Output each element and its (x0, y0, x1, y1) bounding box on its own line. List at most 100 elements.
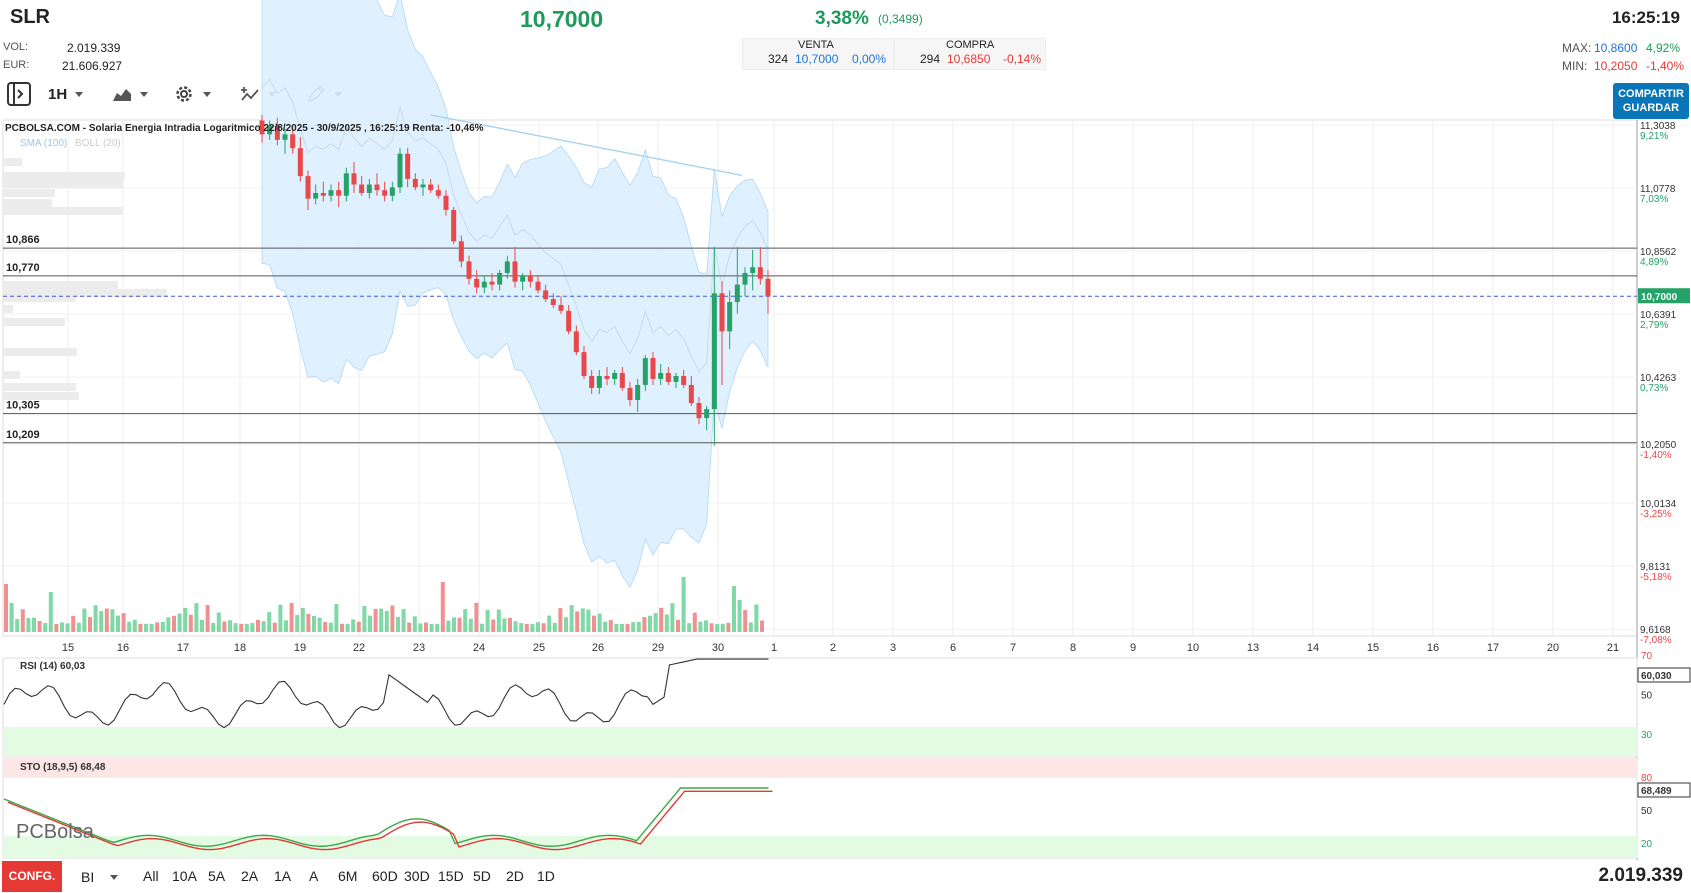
sidebar-toggle-button[interactable] (6, 80, 32, 108)
share-label: COMPARTIR (1618, 88, 1684, 100)
volume-bar (580, 608, 585, 632)
timeframe-10a[interactable]: 10A (172, 868, 197, 884)
candle-body (573, 331, 579, 353)
candle-body (765, 278, 771, 297)
volume-bar (480, 623, 484, 632)
timeframe-60d[interactable]: 60D (372, 868, 398, 884)
volume-bar (312, 615, 316, 632)
volume-bar (222, 621, 227, 632)
settings-dropdown[interactable] (173, 80, 211, 108)
volume-bar (328, 622, 333, 632)
x-tick-label: 20 (1547, 642, 1559, 654)
volume-profile-bar (3, 289, 167, 297)
candle-body (711, 293, 717, 410)
volume-bar (418, 623, 423, 632)
volume-profile-bar (3, 318, 65, 326)
volume-bar (569, 605, 574, 632)
candle-body (497, 272, 503, 285)
candle-body (665, 372, 671, 382)
candle-body (481, 281, 487, 288)
volume-bar (166, 617, 171, 632)
timeframe-30d[interactable]: 30D (404, 868, 430, 884)
volume-bar (513, 621, 518, 632)
volume-bar (99, 611, 104, 632)
volume-bar (4, 584, 8, 632)
y-tick-price-label: 11,3038 (1640, 121, 1676, 132)
volume-profile-bar (3, 371, 20, 379)
x-tick-label: 29 (652, 642, 664, 654)
timeframe-5a[interactable]: 5A (208, 868, 226, 884)
chart-type-dropdown[interactable] (112, 80, 148, 108)
candle-body (420, 184, 426, 188)
volume-bar (687, 623, 692, 632)
timeframe-2a[interactable]: 2A (241, 868, 259, 884)
volume-bar (250, 623, 255, 632)
compra-price: 10,6850 (947, 52, 991, 66)
volume-bar (93, 605, 98, 632)
volume-bar (429, 623, 434, 632)
timeframe-1a[interactable]: 1A (274, 868, 292, 884)
candle-body (742, 272, 748, 285)
level-label: 10,209 (6, 429, 40, 441)
level-label: 10,866 (6, 234, 40, 246)
sto-level-label: 80 (1641, 773, 1653, 784)
venta-qty: 324 (768, 52, 789, 66)
timeframe-2d[interactable]: 2D (506, 868, 524, 884)
volume-bar (396, 616, 400, 632)
bi-dropdown[interactable]: BI (81, 866, 119, 888)
volume-bar (452, 617, 456, 632)
timeframe-6m[interactable]: 6M (338, 868, 358, 884)
volume-bar (625, 623, 630, 632)
candle-body (282, 134, 288, 140)
timeframe-15d[interactable]: 15D (438, 868, 464, 884)
max-label: MAX: (1562, 41, 1592, 55)
sto-value-tag-label: 68,489 (1641, 786, 1672, 797)
volume-bar (48, 592, 53, 632)
y-tick-price-label: 10,8562 (1640, 247, 1677, 258)
candle-body (688, 384, 694, 403)
volume-bar (603, 621, 608, 632)
last-update-time: 16:25:19 (1611, 8, 1680, 27)
last-price: 10,7000 (520, 6, 604, 32)
y-tick-pct-label: -3,25% (1640, 509, 1672, 520)
volume-bar (183, 607, 188, 632)
venta-price: 10,7000 (795, 52, 839, 66)
min-value: 10,2050 (1594, 59, 1638, 73)
candle-body (405, 153, 411, 179)
volume-bar (519, 623, 524, 632)
timeframe-a[interactable]: A (309, 868, 319, 884)
config-button[interactable]: CONFG. (2, 861, 62, 892)
volume-bar (541, 623, 546, 632)
candle-body (681, 375, 687, 385)
interval-dropdown[interactable]: 1H (48, 80, 84, 108)
volume-bar (205, 605, 210, 632)
timeframe-1d[interactable]: 1D (537, 868, 555, 884)
x-tick-label: 9 (1130, 642, 1136, 654)
venta-pct: 0,00% (852, 52, 887, 66)
candle-body (558, 304, 564, 311)
volume-bar (54, 623, 59, 632)
volume-bar (76, 622, 81, 632)
rsi-label: RSI (14) 60,03 (20, 661, 85, 672)
candle-body (535, 281, 541, 291)
y-tick-pct-label: 9,21% (1640, 131, 1668, 142)
volume-bar (362, 606, 367, 632)
candle-body (374, 184, 380, 191)
bollinger-band (261, 0, 769, 589)
volume-bar (368, 615, 372, 632)
volume-bar (401, 608, 406, 632)
volume-bar (536, 622, 540, 632)
volume-bar (272, 622, 277, 632)
volume-bar (508, 617, 512, 632)
candle-body (635, 384, 641, 400)
y-tick-pct-label: 2,79% (1640, 320, 1668, 331)
volume-bar (709, 623, 714, 632)
x-tick-label: 23 (413, 642, 425, 654)
share-save-button[interactable]: COMPARTIR GUARDAR (1613, 83, 1689, 119)
interval-label: 1H (48, 85, 68, 103)
timeframe-all[interactable]: All (143, 868, 159, 884)
candle-body (328, 190, 334, 196)
timeframe-5d[interactable]: 5D (473, 868, 491, 884)
volume-bar (732, 586, 736, 632)
